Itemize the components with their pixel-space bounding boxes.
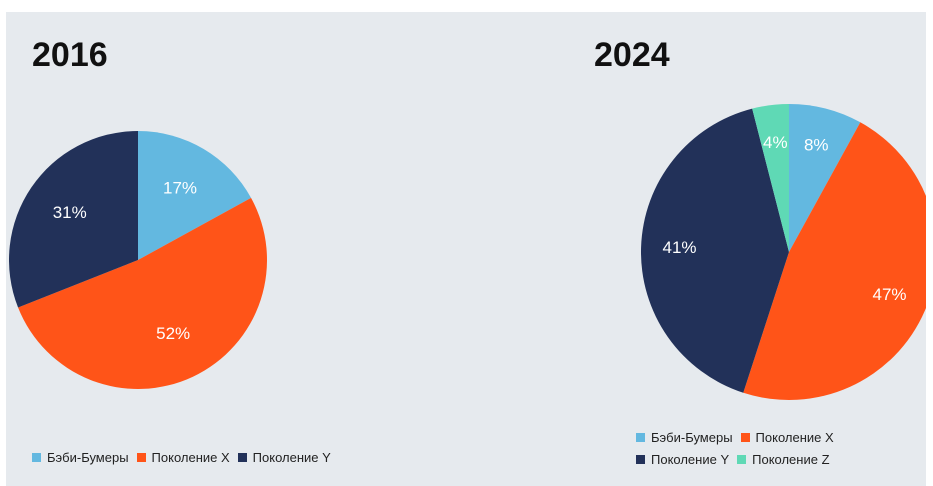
legend-item-gen-z: Поколение Z: [737, 451, 830, 467]
legend-label: Поколение Y: [651, 451, 730, 467]
slice-label-2024-1: 47%: [872, 285, 906, 304]
legend-label: Поколение X: [151, 449, 230, 465]
legend-label: Поколение Z: [752, 451, 830, 467]
legend-swatch: [136, 452, 146, 462]
pie-slice-2024-2: [640, 108, 789, 393]
legend-label: Поколение X: [755, 429, 834, 445]
chart-title-2016: 2016: [32, 36, 108, 74]
pie-slice-2016-1: [18, 197, 267, 389]
slice-label-2024-2: 41%: [663, 238, 697, 257]
legend-label: Бэби-Бумеры: [47, 449, 129, 465]
pie-slice-2024-1: [743, 122, 926, 400]
legend-label: Бэби-Бумеры: [651, 429, 733, 445]
pie-slice-2024-0: [789, 104, 861, 252]
legend-item-gen-y: Поколение Y: [237, 449, 331, 465]
slice-label-2024-0: 8%: [804, 135, 829, 154]
legend-row: Бэби-Бумеры Поколение X: [636, 426, 842, 448]
legend-swatch: [32, 452, 41, 462]
legend-item-boomers: Бэби-Бумеры: [32, 450, 129, 465]
legend-item-boomers: Бэби-Бумеры: [636, 430, 733, 445]
slice-label-2016-2: 31%: [53, 203, 87, 222]
legend-row: Бэби-Бумеры Поколение X Поколение Y: [32, 446, 339, 468]
pie-slice-2016-2: [8, 131, 139, 308]
legend-swatch: [636, 454, 645, 464]
pie-slice-2016-0: [138, 131, 252, 260]
pie-chart-2016: 17% 52% 31%: [8, 131, 267, 389]
legend-row: Поколение Y Поколение Z: [636, 448, 842, 470]
legend-2016: Бэби-Бумеры Поколение X Поколение Y: [32, 446, 339, 468]
slice-label-2024-3: 4%: [763, 133, 788, 152]
slice-label-2016-1: 52%: [156, 324, 190, 343]
legend-label: Поколение Y: [252, 449, 331, 465]
legend-item-gen-y: Поколение Y: [636, 452, 729, 467]
slice-label-2016-0: 17%: [163, 178, 197, 197]
legend-2024: Бэби-Бумеры Поколение X Поколение Y Поко…: [636, 426, 842, 470]
legend-item-gen-x: Поколение X: [740, 429, 834, 445]
legend-swatch: [737, 454, 747, 464]
legend-swatch: [740, 432, 750, 442]
legend-swatch: [636, 432, 645, 442]
legend-item-gen-x: Поколение X: [136, 449, 230, 465]
legend-swatch: [237, 452, 247, 462]
chart-title-2024: 2024: [594, 36, 670, 74]
chart-canvas: 2016 2024 17% 52% 31% 8% 47% 41% 4% Бэби-Буме…: [6, 12, 926, 486]
pie-chart-2024: 8% 47% 41% 4%: [640, 104, 926, 400]
pie-slice-2024-3: [752, 104, 789, 252]
